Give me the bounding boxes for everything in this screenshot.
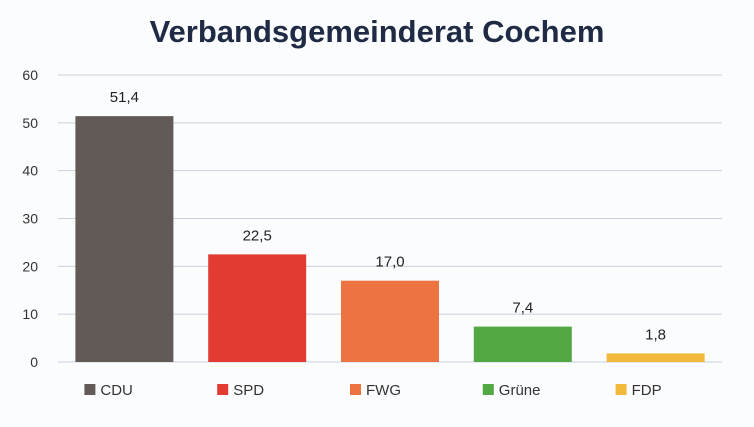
bar-cdu (75, 116, 174, 363)
y-tick-label: 30 (22, 211, 38, 227)
y-tick-label: 20 (22, 258, 38, 274)
legend-item: CDU (84, 382, 133, 399)
data-label: 51,4 (110, 89, 139, 106)
bars (75, 116, 705, 363)
y-tick-label: 40 (22, 163, 38, 179)
legend-label: FWG (366, 382, 401, 399)
y-tick-label: 60 (22, 67, 38, 83)
legend-swatch (84, 384, 96, 395)
legend-label: FDP (632, 382, 662, 399)
data-label: 7,4 (512, 300, 533, 317)
bar-fwg (341, 280, 439, 362)
y-tick-label: 10 (22, 306, 38, 322)
bar-grüne (473, 326, 572, 362)
legend-item: FWG (350, 382, 401, 399)
legend-item: FDP (615, 382, 662, 399)
legend-item: SPD (217, 382, 264, 399)
legend-label: SPD (233, 382, 264, 399)
data-label: 17,0 (375, 254, 404, 271)
data-labels: 51,4 22,5 17,0 7,4 1,8 (110, 89, 666, 343)
legend-swatch (217, 384, 229, 395)
y-tick-label: 50 (22, 115, 38, 131)
y-tick-label: 0 (30, 354, 38, 370)
chart-title: Verbandsgemeinderat Cochem (150, 14, 605, 49)
legend-swatch (615, 384, 627, 395)
data-label: 22,5 (243, 227, 272, 244)
legend: CDU SPD FWG Grüne FDP (84, 382, 662, 399)
legend-label: Grüne (499, 382, 541, 399)
legend-swatch (350, 384, 361, 395)
legend-swatch (482, 384, 494, 395)
bar-spd (208, 254, 307, 362)
data-label: 1,8 (645, 326, 666, 343)
y-axis: 0 10 20 30 40 50 60 (22, 67, 38, 370)
legend-label: CDU (100, 382, 132, 399)
bar-fdp (606, 353, 705, 362)
legend-item: Grüne (482, 382, 541, 399)
